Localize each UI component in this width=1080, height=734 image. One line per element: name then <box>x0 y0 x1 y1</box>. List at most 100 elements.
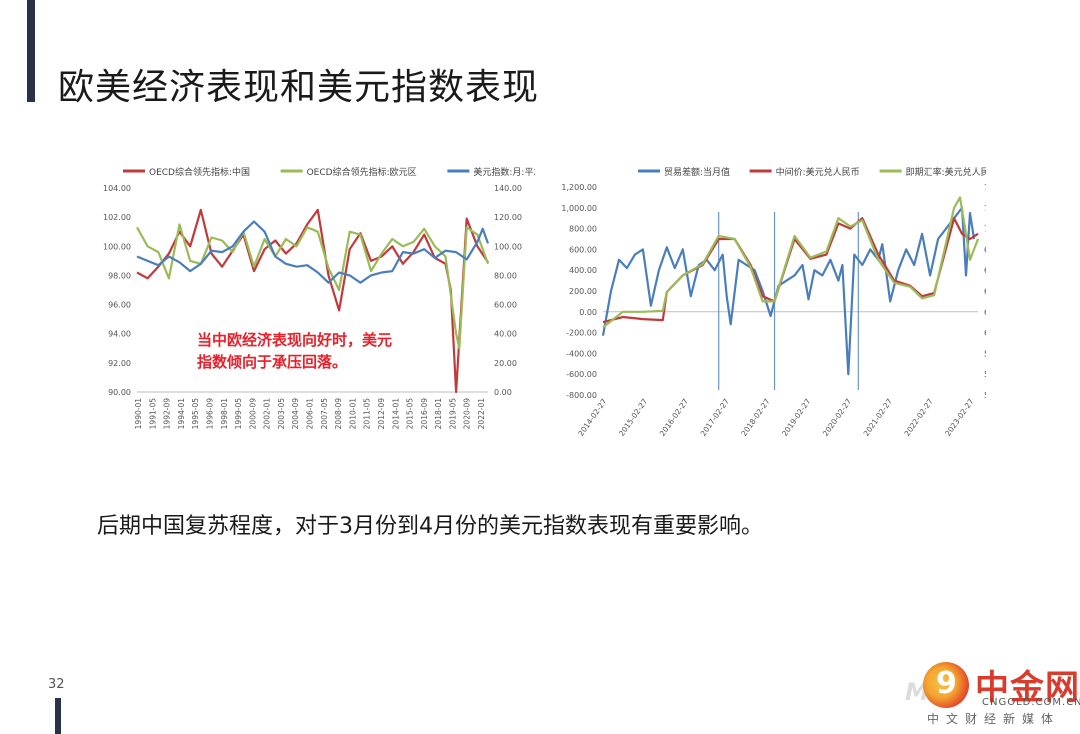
x-tick-label: 2022-01 <box>477 398 486 430</box>
x-tick-label: 1990-01 <box>134 398 143 430</box>
y-left-tick-label: 800.00 <box>569 225 597 234</box>
x-tick-label: 2018-01 <box>434 398 443 430</box>
y-left-tick-label: 400.00 <box>569 266 597 275</box>
y-left-tick-label: 94.00 <box>108 330 131 339</box>
y-left-tick-label: -200.00 <box>566 329 597 338</box>
x-tick-label: 2014-01 <box>391 398 400 430</box>
y-left-tick-label: 0.00 <box>579 308 597 317</box>
series-line-3 <box>602 196 980 329</box>
x-tick-label: 2003-05 <box>277 398 286 430</box>
y-left-tick-label: -600.00 <box>566 370 597 379</box>
y-left-tick-label: 98.00 <box>108 271 131 280</box>
y-left-tick-label: 90.00 <box>108 388 131 397</box>
series-line-1 <box>136 208 489 394</box>
legend-label-3: 即期汇率:美元兑人民币 <box>906 166 986 178</box>
x-tick-label: 1998-01 <box>220 398 229 430</box>
y-right-tick-label: 5.80 <box>984 349 986 358</box>
x-tick-label: 1991-05 <box>148 398 157 430</box>
page-number: 32 <box>48 677 65 692</box>
y-right-tick-label: 80.00 <box>494 271 517 280</box>
x-tick-label: 2011-05 <box>363 398 372 430</box>
legend-label-2: OECD综合领先指标:欧元区 <box>307 166 417 178</box>
x-tick-label: 2021-02-27 <box>862 397 895 438</box>
y-right-tick-label: 140.00 <box>494 184 522 193</box>
chart-trade-balance-rmb: 贸易差额:当月值 中间价:美元兑人民币 即期汇率:美元兑人民币 1,200.00 1,0… <box>556 155 986 445</box>
x-tick-label: 2015-05 <box>406 398 415 430</box>
logo-name: 中金网 <box>975 668 1080 708</box>
cngold-logo: Me 9 中金网 CNGOLD.COM.CN 中文财经新媒体 <box>905 660 1080 734</box>
y-right-tick-label: 6.00 <box>984 329 986 338</box>
y-left-tick-label: 102.00 <box>103 213 131 222</box>
x-tick-label: 2020-02-27 <box>821 397 854 438</box>
x-tick-label: 2016-02-27 <box>658 397 691 438</box>
y-right-tick-label: 7.20 <box>984 204 986 213</box>
y-left-tick-label: 96.00 <box>108 301 131 310</box>
y-right-tick-label: 5.40 <box>984 391 986 400</box>
y-right-tick-label: 6.80 <box>984 245 986 254</box>
y-left-tick-label: 1,200.00 <box>561 183 597 192</box>
y-left-tick-label: 1,000.00 <box>561 204 597 213</box>
y-right-tick-label: 7.00 <box>984 225 986 234</box>
y-left-tick-label: 104.00 <box>103 184 131 193</box>
legend-label-2: 中间价:美元兑人民币 <box>776 166 860 178</box>
x-tick-label: 2000-09 <box>248 398 257 430</box>
annotation-line-1: 当中欧经济表现向好时，美元 <box>197 331 392 349</box>
chart-oecd-dollar-index-svg: OECD综合领先指标:中国 OECD综合领先指标:欧元区 美元指数:月:平均值 104… <box>103 166 535 430</box>
y-right-tick-label: 6.60 <box>984 266 986 275</box>
logo-tagline: 中文财经新媒体 <box>927 712 1061 726</box>
x-tick-label: 1994-01 <box>177 398 186 430</box>
x-tick-label: 2019-02-27 <box>780 397 813 438</box>
x-tick-label: 2012-09 <box>377 398 386 430</box>
x-tick-label: 2019-05 <box>448 398 457 430</box>
x-tick-label: 2008-09 <box>334 398 343 430</box>
x-tick-label: 2015-02-27 <box>617 397 650 438</box>
legend-label-1: 贸易差额:当月值 <box>664 166 730 178</box>
y-left-tick-label: 100.00 <box>103 242 131 251</box>
page-title: 欧美经济表现和美元指数表现 <box>58 67 540 108</box>
x-tick-label: 1996-09 <box>205 398 214 430</box>
y-right-tick-label: 100.00 <box>494 242 522 251</box>
y-right-tick-label: 60.00 <box>494 301 517 310</box>
y-left-tick-label: 92.00 <box>108 359 131 368</box>
x-tick-label: 2006-01 <box>306 398 315 430</box>
x-tick-label: 2007-05 <box>320 398 329 430</box>
logo-circle-icon: 9 <box>923 662 969 708</box>
footer-accent-bar <box>55 698 61 734</box>
annotation-line-2: 指数倾向于承压回落。 <box>197 353 347 371</box>
x-tick-label: 2018-02-27 <box>739 397 772 438</box>
x-tick-label: 1992-09 <box>163 398 172 430</box>
x-tick-label: 2010-01 <box>348 398 357 430</box>
chart-trade-balance-rmb-svg: 贸易差额:当月值 中间价:美元兑人民币 即期汇率:美元兑人民币 1,200.00 1,0… <box>561 166 986 438</box>
x-tick-label: 2022-02-27 <box>902 397 935 438</box>
x-tick-label: 2016-09 <box>420 398 429 430</box>
conclusion-text: 后期中国复苏程度，对于3月份到4月份的美元指数表现有重要影响。 <box>97 514 763 539</box>
y-right-tick-label: 6.40 <box>984 287 986 296</box>
y-right-tick-label: 0.00 <box>494 388 512 397</box>
legend-label-1: OECD综合领先指标:中国 <box>149 166 250 178</box>
chart-oecd-dollar-index: OECD综合领先指标:中国 OECD综合领先指标:欧元区 美元指数:月:平均值 104… <box>95 155 535 445</box>
y-right-tick-label: 40.00 <box>494 330 517 339</box>
x-tick-label: 2004-09 <box>291 398 300 430</box>
title-accent-bar <box>27 0 35 102</box>
y-right-tick-label: 120.00 <box>494 213 522 222</box>
y-right-tick-label: 6.20 <box>984 308 986 317</box>
logo-url: CNGOLD.COM.CN <box>982 697 1080 708</box>
series-line-3 <box>136 220 490 284</box>
x-tick-label: 2017-02-27 <box>699 397 732 438</box>
y-left-tick-label: 200.00 <box>569 287 597 296</box>
x-tick-label: 2002-01 <box>263 398 272 430</box>
x-tick-label: 2023-02-27 <box>943 397 976 438</box>
x-tick-label: 2020-09 <box>463 398 472 430</box>
logo-circle-glyph: 9 <box>936 666 957 701</box>
y-left-tick-label: -400.00 <box>566 349 597 358</box>
x-tick-label: 1999-05 <box>234 398 243 430</box>
legend-label-3: 美元指数:月:平均值 <box>473 166 535 178</box>
y-right-tick-label: 5.60 <box>984 370 986 379</box>
y-left-tick-label: -800.00 <box>566 391 597 400</box>
series-line-1 <box>601 206 976 376</box>
y-right-tick-label: 7.40 <box>984 183 986 192</box>
y-left-tick-label: 600.00 <box>569 245 597 254</box>
y-right-tick-label: 20.00 <box>494 359 517 368</box>
x-tick-label: 2014-02-27 <box>576 397 609 438</box>
x-tick-label: 1995-05 <box>191 398 200 430</box>
